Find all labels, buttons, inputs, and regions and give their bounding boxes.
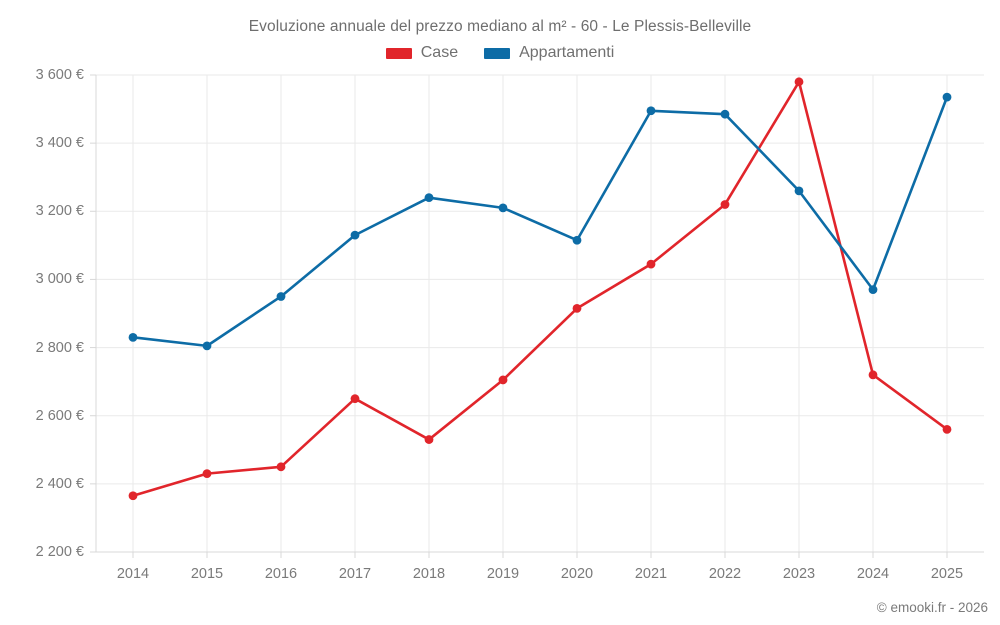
data-point[interactable] bbox=[942, 424, 952, 434]
x-axis-tick-label: 2017 bbox=[338, 566, 372, 582]
y-axis-tick-label: 2 400 € bbox=[35, 475, 84, 492]
legend-label-appartamenti: Appartamenti bbox=[519, 44, 615, 61]
data-point[interactable] bbox=[720, 200, 730, 209]
series-line-appartamenti bbox=[131, 95, 949, 348]
x-axis-tick-label: 2015 bbox=[190, 566, 224, 582]
x-axis-tick-label: 2016 bbox=[264, 566, 298, 582]
data-point[interactable] bbox=[498, 203, 508, 213]
data-point[interactable] bbox=[720, 109, 730, 119]
legend-item-appartamenti[interactable]: Appartamenti bbox=[484, 44, 614, 62]
x-axis-tick-label: 2021 bbox=[634, 566, 668, 582]
x-axis-tick-label: 2022 bbox=[708, 566, 742, 582]
data-point[interactable] bbox=[350, 394, 360, 404]
data-point[interactable] bbox=[128, 332, 138, 342]
legend-swatch-appartamenti bbox=[484, 47, 511, 59]
data-point[interactable] bbox=[572, 303, 582, 313]
data-point[interactable] bbox=[942, 92, 952, 102]
data-point[interactable] bbox=[794, 186, 804, 196]
data-point[interactable] bbox=[646, 106, 656, 116]
x-axis-tick-label: 2023 bbox=[782, 566, 816, 582]
y-axis-tick-label: 2 800 € bbox=[35, 339, 84, 356]
x-axis-tick-label: 2020 bbox=[560, 566, 594, 582]
y-axis-tick-label: 3 200 € bbox=[35, 203, 84, 220]
data-point[interactable] bbox=[498, 375, 508, 385]
data-point[interactable] bbox=[646, 259, 656, 269]
legend-item-case[interactable]: Case bbox=[385, 44, 459, 62]
data-point[interactable] bbox=[202, 341, 212, 351]
data-point[interactable] bbox=[868, 370, 878, 380]
x-axis-tick-label: 2024 bbox=[856, 566, 890, 582]
data-point[interactable] bbox=[424, 435, 434, 444]
data-point[interactable] bbox=[794, 77, 804, 87]
chart-legend: Case Appartamenti bbox=[0, 44, 1000, 62]
y-axis-tick-label: 3 600 € bbox=[35, 67, 84, 83]
data-point[interactable] bbox=[350, 230, 360, 240]
data-point[interactable] bbox=[202, 469, 212, 479]
x-axis-tick-label: 2018 bbox=[412, 566, 446, 582]
legend-swatch-case bbox=[385, 47, 412, 59]
chart-title: Evoluzione annuale del prezzo mediano al… bbox=[248, 18, 752, 35]
copyright-credit: © emooki.fr - 2026 bbox=[876, 600, 988, 615]
y-axis-tick-label: 2 200 € bbox=[35, 544, 84, 560]
x-axis-tick-label: 2014 bbox=[116, 566, 150, 582]
data-point[interactable] bbox=[868, 285, 878, 295]
data-point[interactable] bbox=[572, 235, 582, 245]
legend-label-case: Case bbox=[420, 44, 459, 61]
data-point[interactable] bbox=[276, 462, 286, 472]
series-line-case bbox=[131, 80, 949, 498]
y-axis-tick-label: 3 000 € bbox=[35, 271, 84, 288]
data-point[interactable] bbox=[424, 193, 434, 203]
y-axis-tick-label: 3 400 € bbox=[35, 135, 84, 152]
data-point[interactable] bbox=[128, 491, 138, 501]
y-axis-tick-label: 2 600 € bbox=[35, 407, 84, 424]
data-point[interactable] bbox=[276, 292, 286, 301]
x-axis-tick-label: 2019 bbox=[486, 566, 520, 582]
x-axis-tick-label: 2025 bbox=[930, 566, 964, 582]
